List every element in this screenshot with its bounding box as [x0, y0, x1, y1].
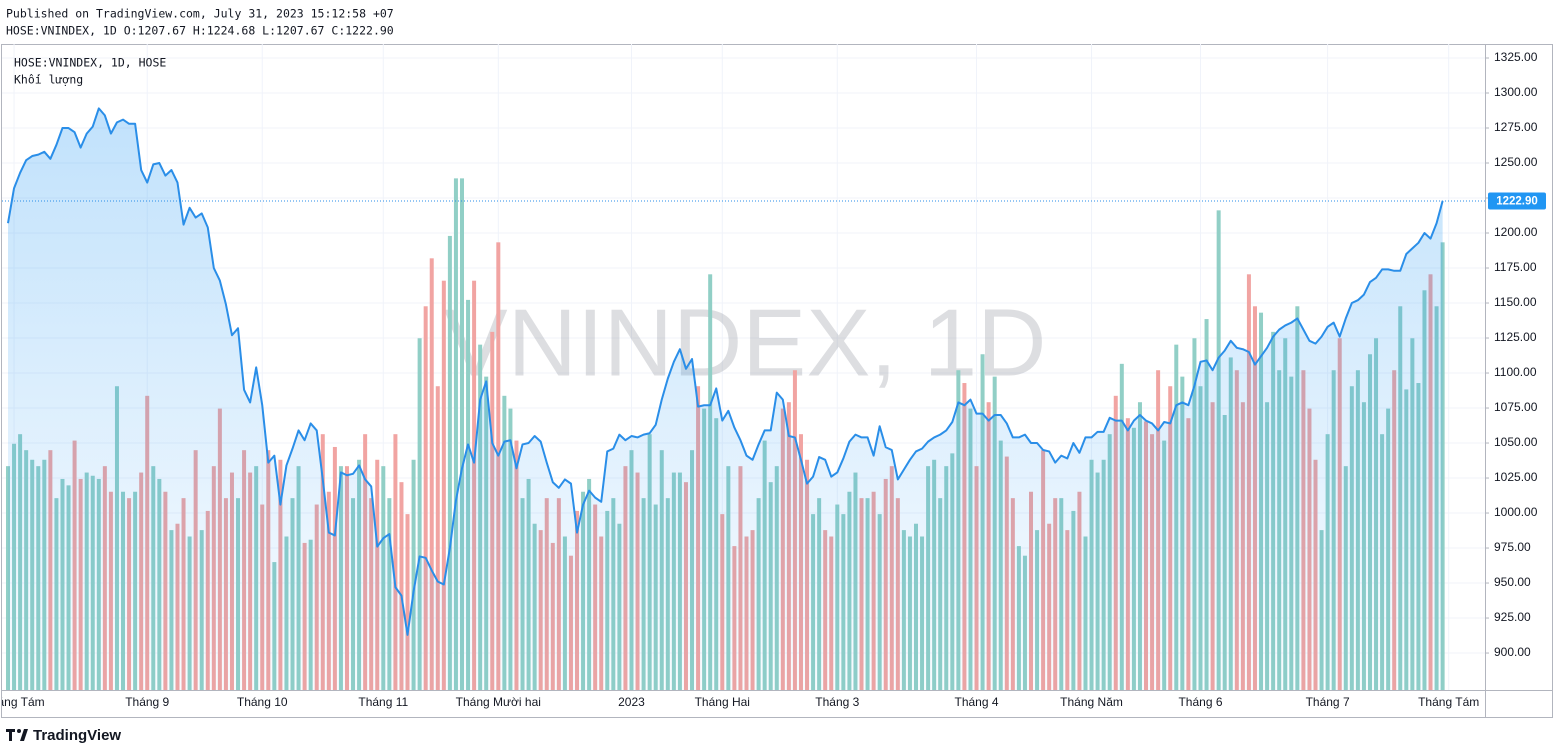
- volume-bar: [441, 280, 446, 690]
- volume-bar: [405, 514, 410, 690]
- chart-frame: [1, 44, 1553, 718]
- x-tick-label: Tháng 3: [815, 695, 859, 709]
- y-tick-label: 1175.00: [1494, 260, 1537, 274]
- y-tick-label: 975.00: [1494, 540, 1531, 554]
- y-tick-label: 950.00: [1494, 575, 1531, 589]
- y-tick-label: 1150.00: [1494, 295, 1537, 309]
- x-tick-label: Tháng 6: [1178, 695, 1222, 709]
- area-fill: [8, 108, 1443, 690]
- y-tick-label: 1200.00: [1494, 225, 1538, 239]
- published-note: Published on TradingView.com, July 31, 2…: [6, 7, 394, 21]
- volume-bar: [399, 482, 404, 690]
- ohlc-line: HOSE:VNINDEX, 1D O:1207.67 H:1224.68 L:1…: [6, 24, 394, 38]
- y-tick-label: 1100.00: [1494, 365, 1537, 379]
- x-tick-label: Tháng 10: [237, 695, 288, 709]
- volume-bar: [429, 258, 434, 690]
- y-tick-label: 1325.00: [1494, 50, 1538, 64]
- y-tick-label: 1250.00: [1494, 155, 1538, 169]
- volume-bar: [453, 178, 458, 691]
- price-line: [7, 107, 1444, 636]
- volume-bar: [411, 459, 416, 690]
- volume-bar: [447, 235, 452, 690]
- y-tick-label: 1300.00: [1494, 85, 1538, 99]
- last-price-label: 1222.90: [1496, 195, 1538, 207]
- volume-bar: [393, 434, 398, 690]
- x-tick-label: 2023: [618, 695, 645, 709]
- x-tick-label: Tháng 9: [125, 695, 169, 709]
- y-tick-label: 925.00: [1494, 610, 1531, 624]
- watermark: VNINDEX, 1D: [444, 289, 1047, 396]
- y-tick-label: 1125.00: [1494, 330, 1537, 344]
- last-price-tag: [1488, 192, 1546, 210]
- symbol-legend: HOSE:VNINDEX, 1D, HOSE: [14, 56, 166, 70]
- x-tick-label: Tháng Mười hai: [456, 695, 541, 709]
- volume-bar: [435, 386, 440, 690]
- volume-bar: [423, 306, 428, 690]
- volume-bar: [459, 178, 464, 691]
- y-tick-label: 900.00: [1494, 645, 1531, 659]
- x-tick-label: Tháng 11: [358, 695, 408, 709]
- y-tick-label: 1050.00: [1494, 435, 1538, 449]
- y-tick-label: 1000.00: [1494, 505, 1538, 519]
- x-tick-label: Tháng Năm: [1060, 695, 1123, 709]
- y-tick-label: 1075.00: [1494, 400, 1538, 414]
- x-tick-label: Tháng Hai: [695, 695, 750, 709]
- x-tick-label: Tháng 7: [1306, 695, 1350, 709]
- x-tick-label: Tháng Tám: [1418, 695, 1479, 709]
- axes: 900.00 925.00 950.00 975.00 1000.00 1025.00 10…: [0, 50, 1546, 709]
- x-tick-label: Tháng Tám: [0, 695, 45, 709]
- volume-bar: [417, 338, 422, 690]
- brand: TradingView: [33, 727, 121, 744]
- plot: [6, 107, 1445, 691]
- volume-legend: Khối lượng: [14, 73, 83, 87]
- logo: [6, 729, 28, 741]
- y-tick-label: 1025.00: [1494, 470, 1538, 484]
- x-tick-label: Tháng 4: [955, 695, 999, 709]
- y-tick-label: 1275.00: [1494, 120, 1538, 134]
